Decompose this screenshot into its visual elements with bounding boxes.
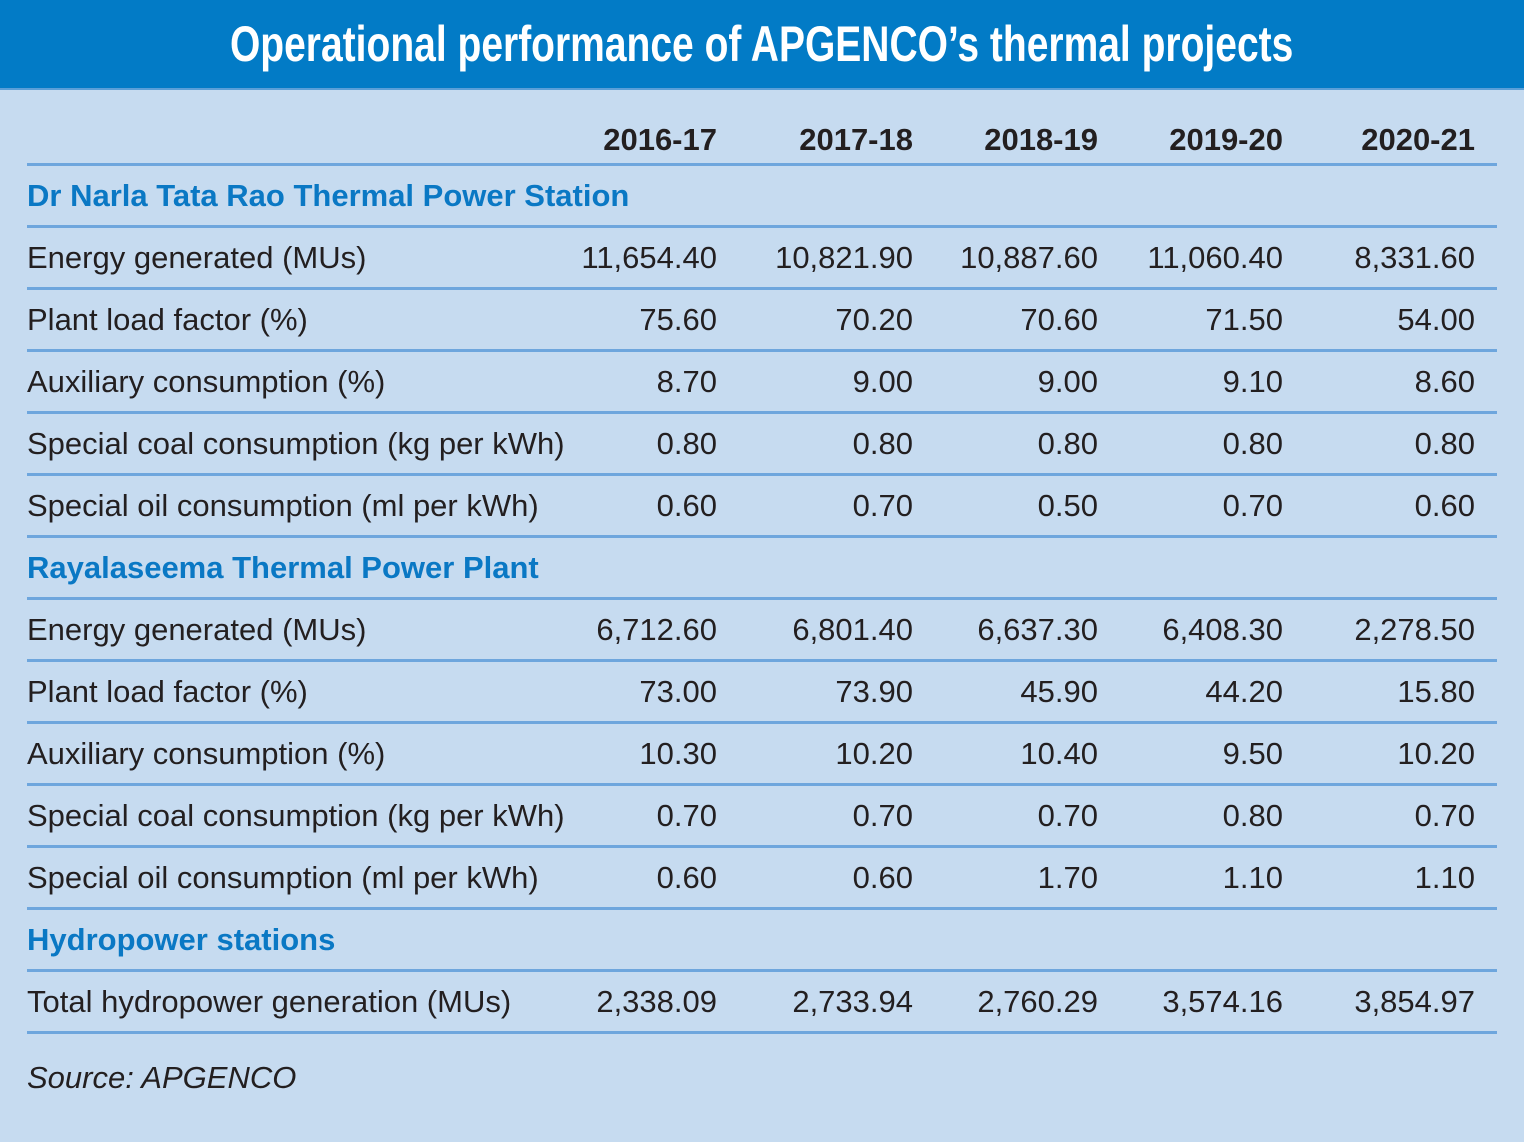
- cell-value: 2,760.29: [977, 984, 1098, 1019]
- header-row: 2016-17 2017-18 2018-19 2019-20 2020-21: [27, 104, 1497, 166]
- cell-value: 0.80: [1414, 426, 1475, 461]
- row-label: Plant load factor (%): [27, 302, 308, 337]
- cell-value: 2,733.94: [792, 984, 913, 1019]
- cell-value: 3,854.97: [1354, 984, 1475, 1019]
- cell-value: 75.60: [639, 302, 717, 337]
- column-header: 2019-20: [1169, 122, 1283, 157]
- section-title: Rayalaseema Thermal Power Plant: [27, 550, 539, 585]
- column-header: 2020-21: [1361, 122, 1475, 157]
- cell-value: 3,574.16: [1162, 984, 1283, 1019]
- table-row: Plant load factor (%) 75.60 70.20 70.60 …: [27, 290, 1497, 352]
- title-bar: Operational performance of APGENCO’s the…: [0, 0, 1524, 90]
- cell-value: 0.70: [1037, 798, 1098, 833]
- row-label: Special coal consumption (kg per kWh): [27, 798, 565, 833]
- cell-value: 11,654.40: [581, 240, 717, 275]
- cell-value: 8.70: [656, 364, 717, 399]
- cell-value: 71.50: [1205, 302, 1283, 337]
- cell-value: 54.00: [1397, 302, 1475, 337]
- row-label: Special oil consumption (ml per kWh): [27, 488, 539, 523]
- table-row: Special oil consumption (ml per kWh) 0.6…: [27, 848, 1497, 910]
- cell-value: 6,712.60: [596, 612, 717, 647]
- section-header: Hydropower stations: [27, 910, 1497, 972]
- cell-value: 10,821.90: [775, 240, 913, 275]
- cell-value: 8.60: [1414, 364, 1475, 399]
- cell-value: 6,637.30: [977, 612, 1098, 647]
- cell-value: 1.10: [1414, 860, 1475, 895]
- cell-value: 0.70: [656, 798, 717, 833]
- table-row: Auxiliary consumption (%) 8.70 9.00 9.00…: [27, 352, 1497, 414]
- row-label: Auxiliary consumption (%): [27, 736, 386, 771]
- row-label: Special coal consumption (kg per kWh): [27, 426, 565, 461]
- section-header: Dr Narla Tata Rao Thermal Power Station: [27, 166, 1497, 228]
- cell-value: 73.00: [639, 674, 717, 709]
- cell-value: 0.70: [852, 488, 913, 523]
- cell-value: 2,338.09: [596, 984, 717, 1019]
- cell-value: 9.50: [1222, 736, 1283, 771]
- cell-value: 1.10: [1222, 860, 1283, 895]
- cell-value: 0.70: [1222, 488, 1283, 523]
- cell-value: 10.20: [1397, 736, 1475, 771]
- row-label: Energy generated (MUs): [27, 612, 367, 647]
- cell-value: 73.90: [835, 674, 913, 709]
- cell-value: 0.50: [1037, 488, 1098, 523]
- cell-value: 15.80: [1397, 674, 1475, 709]
- cell-value: 44.20: [1205, 674, 1283, 709]
- cell-value: 10.30: [639, 736, 717, 771]
- cell-value: 10.20: [835, 736, 913, 771]
- cell-value: 0.60: [656, 860, 717, 895]
- cell-value: 0.60: [656, 488, 717, 523]
- cell-value: 0.80: [852, 426, 913, 461]
- section-title: Dr Narla Tata Rao Thermal Power Station: [27, 178, 630, 213]
- cell-value: 0.60: [852, 860, 913, 895]
- table-row: Total hydropower generation (MUs) 2,338.…: [27, 972, 1497, 1034]
- cell-value: 0.80: [1222, 798, 1283, 833]
- table-row: Special oil consumption (ml per kWh) 0.6…: [27, 476, 1497, 538]
- cell-value: 0.60: [1414, 488, 1475, 523]
- cell-value: 1.70: [1037, 860, 1098, 895]
- row-label: Energy generated (MUs): [27, 240, 367, 275]
- row-label: Special oil consumption (ml per kWh): [27, 860, 539, 895]
- row-label: Total hydropower generation (MUs): [27, 984, 512, 1019]
- cell-value: 0.70: [852, 798, 913, 833]
- table-row: Special coal consumption (kg per kWh) 0.…: [27, 786, 1497, 848]
- column-header: 2016-17: [603, 122, 717, 157]
- section-title: Hydropower stations: [27, 922, 336, 957]
- table-row: Energy generated (MUs) 11,654.40 10,821.…: [27, 228, 1497, 290]
- page-title: Operational performance of APGENCO’s the…: [230, 16, 1294, 72]
- column-header: 2018-19: [984, 122, 1098, 157]
- cell-value: 9.00: [852, 364, 913, 399]
- cell-value: 45.90: [1020, 674, 1098, 709]
- cell-value: 0.80: [1037, 426, 1098, 461]
- performance-table: 2016-17 2017-18 2018-19 2019-20 2020-21 …: [27, 104, 1497, 1034]
- cell-value: 8,331.60: [1354, 240, 1475, 275]
- cell-value: 6,408.30: [1162, 612, 1283, 647]
- source-note: Source: APGENCO: [27, 1060, 297, 1095]
- cell-value: 0.80: [656, 426, 717, 461]
- cell-value: 0.80: [1222, 426, 1283, 461]
- cell-value: 9.00: [1037, 364, 1098, 399]
- cell-value: 70.20: [835, 302, 913, 337]
- table-row: Special coal consumption (kg per kWh) 0.…: [27, 414, 1497, 476]
- cell-value: 11,060.40: [1147, 240, 1283, 275]
- column-header: 2017-18: [799, 122, 913, 157]
- table-row: Plant load factor (%) 73.00 73.90 45.90 …: [27, 662, 1497, 724]
- cell-value: 9.10: [1222, 364, 1283, 399]
- cell-value: 0.70: [1414, 798, 1475, 833]
- cell-value: 10,887.60: [960, 240, 1098, 275]
- cell-value: 6,801.40: [792, 612, 913, 647]
- section-header: Rayalaseema Thermal Power Plant: [27, 538, 1497, 600]
- row-label: Plant load factor (%): [27, 674, 308, 709]
- cell-value: 70.60: [1020, 302, 1098, 337]
- table-row: Auxiliary consumption (%) 10.30 10.20 10…: [27, 724, 1497, 786]
- cell-value: 10.40: [1020, 736, 1098, 771]
- table-row: Energy generated (MUs) 6,712.60 6,801.40…: [27, 600, 1497, 662]
- row-label: Auxiliary consumption (%): [27, 364, 386, 399]
- cell-value: 2,278.50: [1354, 612, 1475, 647]
